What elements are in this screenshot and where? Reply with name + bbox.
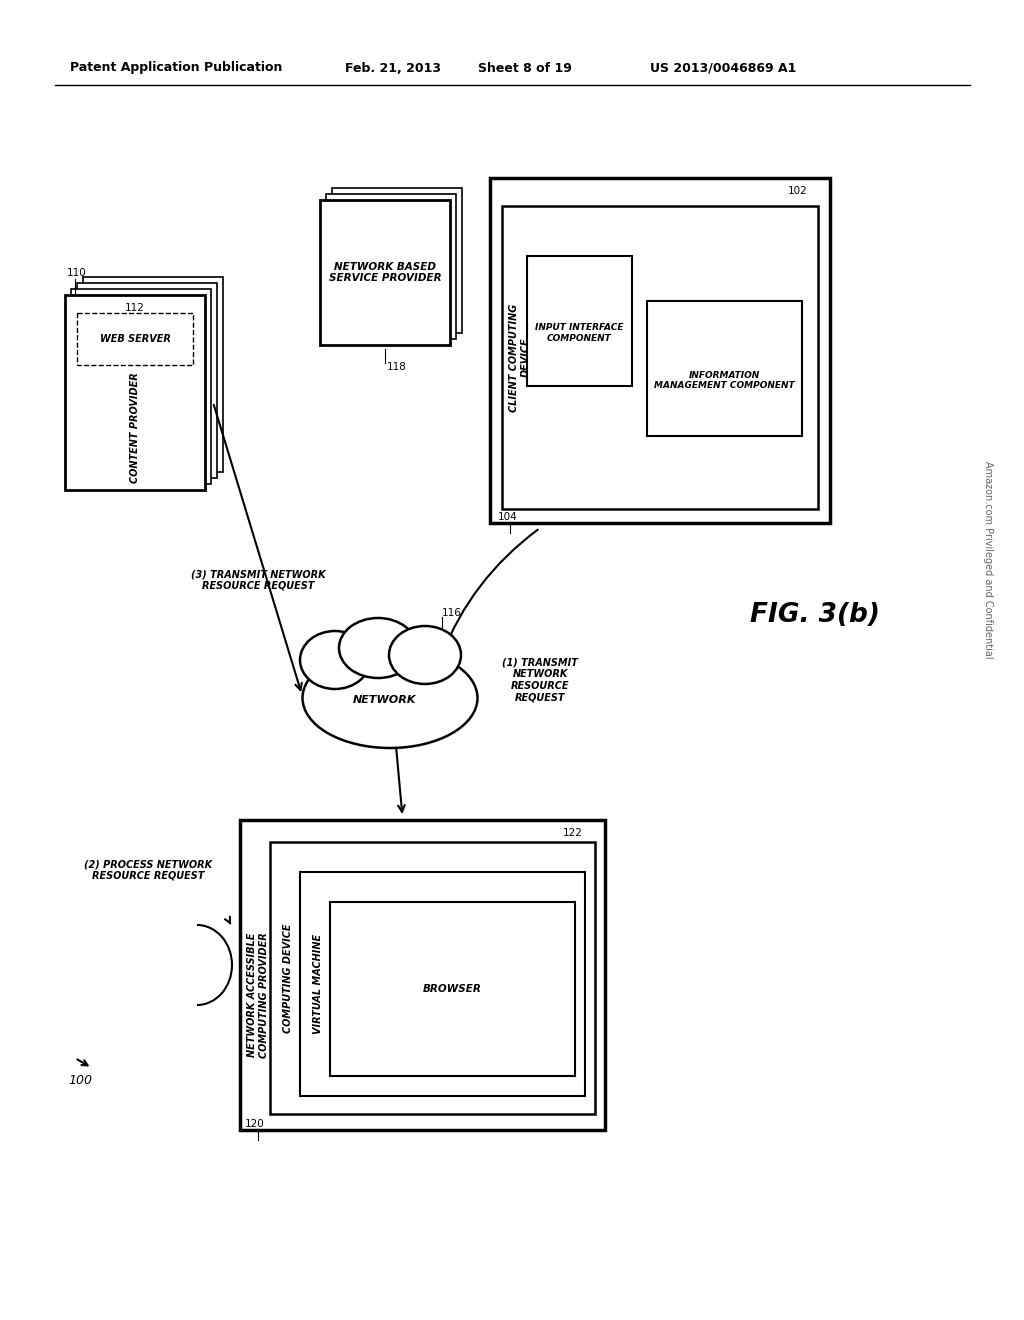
Text: Amazon.com Privileged and Confidential: Amazon.com Privileged and Confidential <box>983 461 993 659</box>
Text: INPUT INTERFACE
COMPONENT: INPUT INTERFACE COMPONENT <box>536 323 624 343</box>
Bar <box>77 282 217 478</box>
Text: WEB SERVER: WEB SERVER <box>99 334 170 345</box>
Text: NETWORK BASED
SERVICE PROVIDER: NETWORK BASED SERVICE PROVIDER <box>329 261 441 284</box>
Text: 108: 108 <box>629 444 649 453</box>
Text: BROWSER: BROWSER <box>532 315 592 326</box>
Ellipse shape <box>389 626 461 684</box>
Ellipse shape <box>339 618 417 678</box>
Text: NETWORK ACCESSIBLE
COMPUTING PROVIDER: NETWORK ACCESSIBLE COMPUTING PROVIDER <box>247 932 268 1057</box>
Bar <box>490 178 830 523</box>
Text: (2) PROCESS NETWORK
RESOURCE REQUEST: (2) PROCESS NETWORK RESOURCE REQUEST <box>84 859 212 880</box>
Bar <box>240 820 605 1130</box>
Text: 102: 102 <box>788 186 808 195</box>
Bar <box>332 187 462 333</box>
Text: Feb. 21, 2013: Feb. 21, 2013 <box>345 62 441 74</box>
Text: 118: 118 <box>387 362 407 372</box>
Text: 126: 126 <box>312 882 332 892</box>
Bar <box>326 194 456 339</box>
Bar <box>71 289 211 484</box>
Text: 104: 104 <box>498 512 518 521</box>
Text: NETWORK: NETWORK <box>353 696 417 705</box>
Ellipse shape <box>300 631 370 689</box>
Bar <box>77 313 193 366</box>
Bar <box>83 277 223 473</box>
Bar <box>65 294 205 490</box>
Text: CLIENT COMPUTING
DEVICE: CLIENT COMPUTING DEVICE <box>509 304 530 412</box>
Text: 116: 116 <box>442 609 462 618</box>
Text: 106: 106 <box>532 397 552 407</box>
Text: INFORMATION
MANAGEMENT COMPONENT: INFORMATION MANAGEMENT COMPONENT <box>654 371 795 391</box>
Bar <box>502 206 818 510</box>
Text: 120: 120 <box>245 1119 265 1129</box>
Text: 112: 112 <box>125 304 144 313</box>
Text: Patent Application Publication: Patent Application Publication <box>70 62 283 74</box>
Text: BROWSER: BROWSER <box>423 983 482 994</box>
Text: VIRTUAL MACHINE: VIRTUAL MACHINE <box>313 935 323 1034</box>
Text: 124: 124 <box>423 851 442 862</box>
Text: COMPUTING DEVICE: COMPUTING DEVICE <box>283 923 293 1032</box>
Text: FIG. 3(b): FIG. 3(b) <box>750 602 880 628</box>
Ellipse shape <box>302 648 477 748</box>
Bar <box>647 301 802 436</box>
Text: 122: 122 <box>563 828 583 838</box>
Text: 110: 110 <box>67 268 87 279</box>
Bar <box>319 201 450 345</box>
Bar <box>527 256 632 385</box>
Text: CONTENT PROVIDER: CONTENT PROVIDER <box>130 372 140 483</box>
Bar <box>270 842 595 1114</box>
Text: Sheet 8 of 19: Sheet 8 of 19 <box>478 62 571 74</box>
Bar <box>330 902 575 1076</box>
Text: US 2013/0046869 A1: US 2013/0046869 A1 <box>650 62 797 74</box>
Text: 100: 100 <box>68 1073 92 1086</box>
Bar <box>300 873 585 1096</box>
Text: (1) TRANSMIT
NETWORK
RESOURCE
REQUEST: (1) TRANSMIT NETWORK RESOURCE REQUEST <box>502 657 578 702</box>
Text: (3) TRANSMIT NETWORK
RESOURCE REQUEST: (3) TRANSMIT NETWORK RESOURCE REQUEST <box>190 569 326 591</box>
